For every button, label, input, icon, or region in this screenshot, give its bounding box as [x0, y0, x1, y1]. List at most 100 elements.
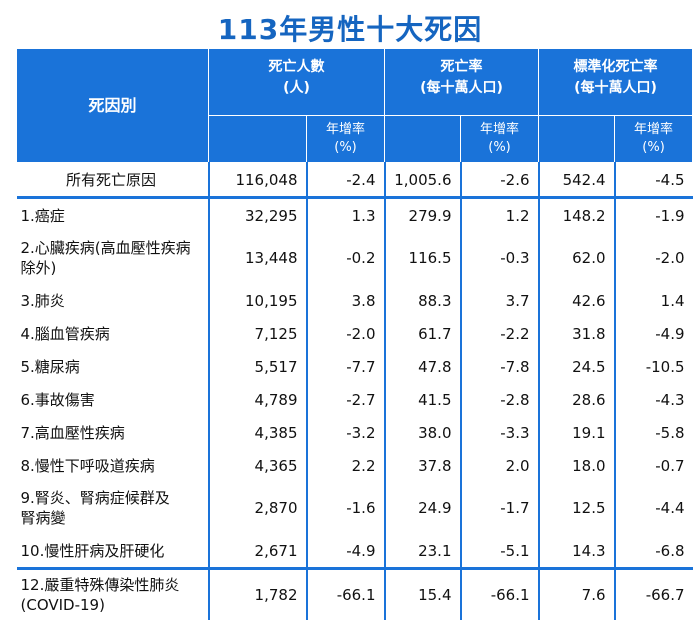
header-cause: 死因別: [17, 49, 209, 163]
cell-deaths-growth: 1.3: [307, 198, 385, 233]
cell-deaths-growth: -0.2: [307, 232, 385, 284]
cell-rate-growth: -1.7: [461, 482, 539, 534]
cell-std-rate: 14.3: [539, 534, 615, 569]
cell-std-rate: 148.2: [539, 198, 615, 233]
table-row: 8.慢性下呼吸道疾病 4,365 2.2 37.8 2.0 18.0 -0.7: [17, 449, 693, 482]
cell-rate-growth: 3.7: [461, 284, 539, 317]
table-row: 7.高血壓性疾病 4,385 -3.2 38.0 -3.3 19.1 -5.8: [17, 416, 693, 449]
table-row: 2.心臟疾病(高血壓性疾病除外) 13,448 -0.2 116.5 -0.3 …: [17, 232, 693, 284]
cell-deaths: 7,125: [209, 317, 307, 350]
table-row-covid: 12.嚴重特殊傳染性肺炎(COVID-19) 1,782 -66.1 15.4 …: [17, 569, 693, 620]
cell-deaths: 2,671: [209, 534, 307, 569]
cell-deaths: 4,789: [209, 383, 307, 416]
cell-std-rate: 24.5: [539, 350, 615, 383]
cell-deaths: 1,782: [209, 569, 307, 620]
cell-deaths-growth: -1.6: [307, 482, 385, 534]
cell-cause: 3.肺炎: [17, 284, 209, 317]
header-std-rate: 標準化死亡率 (每十萬人口): [539, 49, 693, 116]
cell-deaths-growth: -66.1: [307, 569, 385, 620]
table-row: 5.糖尿病 5,517 -7.7 47.8 -7.8 24.5 -10.5: [17, 350, 693, 383]
cell-deaths-growth: -2.4: [307, 163, 385, 198]
cell-rate: 47.8: [385, 350, 461, 383]
cell-std-growth: -10.5: [615, 350, 693, 383]
cell-deaths-growth: -2.0: [307, 317, 385, 350]
cell-deaths-growth: -4.9: [307, 534, 385, 569]
cell-std-growth: -5.8: [615, 416, 693, 449]
cell-rate-growth: -2.8: [461, 383, 539, 416]
table-row: 1.癌症 32,295 1.3 279.9 1.2 148.2 -1.9: [17, 198, 693, 233]
page-title: 113年男性十大死因: [0, 8, 700, 48]
table-row: 6.事故傷害 4,789 -2.7 41.5 -2.8 28.6 -4.3: [17, 383, 693, 416]
cell-rate: 41.5: [385, 383, 461, 416]
cell-rate-growth: 2.0: [461, 449, 539, 482]
cell-cause: 9.腎炎、腎病症候群及腎病變: [17, 482, 209, 534]
cell-cause: 1.癌症: [17, 198, 209, 233]
cell-std-growth: -4.4: [615, 482, 693, 534]
cell-std-growth: -6.8: [615, 534, 693, 569]
cell-rate-growth: -2.2: [461, 317, 539, 350]
cell-cause: 6.事故傷害: [17, 383, 209, 416]
cell-deaths-growth: -3.2: [307, 416, 385, 449]
cell-cause: 5.糖尿病: [17, 350, 209, 383]
cell-cause: 10.慢性肝病及肝硬化: [17, 534, 209, 569]
cell-rate: 61.7: [385, 317, 461, 350]
cell-deaths: 13,448: [209, 232, 307, 284]
cell-deaths-growth: 3.8: [307, 284, 385, 317]
table-row: 3.肺炎 10,195 3.8 88.3 3.7 42.6 1.4: [17, 284, 693, 317]
cell-rate-growth: -7.8: [461, 350, 539, 383]
table-row: 4.腦血管疾病 7,125 -2.0 61.7 -2.2 31.8 -4.9: [17, 317, 693, 350]
cell-std-rate: 62.0: [539, 232, 615, 284]
cell-std-rate: 18.0: [539, 449, 615, 482]
header-rate-growth: 年增率(%): [461, 116, 539, 163]
header-std-growth: 年增率(%): [615, 116, 693, 163]
cell-cause: 12.嚴重特殊傳染性肺炎(COVID-19): [17, 569, 209, 620]
cell-rate-growth: -2.6: [461, 163, 539, 198]
cell-rate-growth: 1.2: [461, 198, 539, 233]
cell-std-growth: -4.5: [615, 163, 693, 198]
cell-std-growth: 1.4: [615, 284, 693, 317]
cell-std-growth: -4.9: [615, 317, 693, 350]
cell-deaths: 4,385: [209, 416, 307, 449]
cell-rate-growth: -0.3: [461, 232, 539, 284]
table-row: 9.腎炎、腎病症候群及腎病變 2,870 -1.6 24.9 -1.7 12.5…: [17, 482, 693, 534]
cell-cause: 所有死亡原因: [17, 163, 209, 198]
table-row-total: 所有死亡原因 116,048 -2.4 1,005.6 -2.6 542.4 -…: [17, 163, 693, 198]
cell-deaths: 116,048: [209, 163, 307, 198]
cell-std-growth: -2.0: [615, 232, 693, 284]
cell-rate: 37.8: [385, 449, 461, 482]
cell-rate: 24.9: [385, 482, 461, 534]
cell-deaths-growth: -7.7: [307, 350, 385, 383]
cell-rate: 279.9: [385, 198, 461, 233]
cell-rate: 23.1: [385, 534, 461, 569]
cell-rate-growth: -5.1: [461, 534, 539, 569]
cell-deaths: 5,517: [209, 350, 307, 383]
cell-std-rate: 42.6: [539, 284, 615, 317]
cell-std-growth: -1.9: [615, 198, 693, 233]
header-rate-spacer: [385, 116, 461, 163]
cell-rate-growth: -3.3: [461, 416, 539, 449]
cell-cause: 4.腦血管疾病: [17, 317, 209, 350]
header-deaths-spacer: [209, 116, 307, 163]
cell-rate: 1,005.6: [385, 163, 461, 198]
cell-deaths: 32,295: [209, 198, 307, 233]
cell-deaths-growth: 2.2: [307, 449, 385, 482]
cell-std-rate: 7.6: [539, 569, 615, 620]
cell-std-rate: 31.8: [539, 317, 615, 350]
header-deaths-growth: 年增率(%): [307, 116, 385, 163]
header-std-spacer: [539, 116, 615, 163]
cell-deaths: 10,195: [209, 284, 307, 317]
header-deaths: 死亡人數 (人): [209, 49, 385, 116]
cell-deaths: 4,365: [209, 449, 307, 482]
cell-std-rate: 19.1: [539, 416, 615, 449]
cell-cause: 8.慢性下呼吸道疾病: [17, 449, 209, 482]
cell-rate-growth: -66.1: [461, 569, 539, 620]
cell-deaths-growth: -2.7: [307, 383, 385, 416]
cell-rate: 15.4: [385, 569, 461, 620]
cell-rate: 38.0: [385, 416, 461, 449]
header-rate: 死亡率 (每十萬人口): [385, 49, 539, 116]
cell-std-growth: -4.3: [615, 383, 693, 416]
cell-std-growth: -66.7: [615, 569, 693, 620]
cell-cause: 7.高血壓性疾病: [17, 416, 209, 449]
death-causes-table: 死因別 死亡人數 (人) 死亡率 (每十萬人口) 標準化死亡率 (每十萬人口) …: [16, 48, 693, 620]
